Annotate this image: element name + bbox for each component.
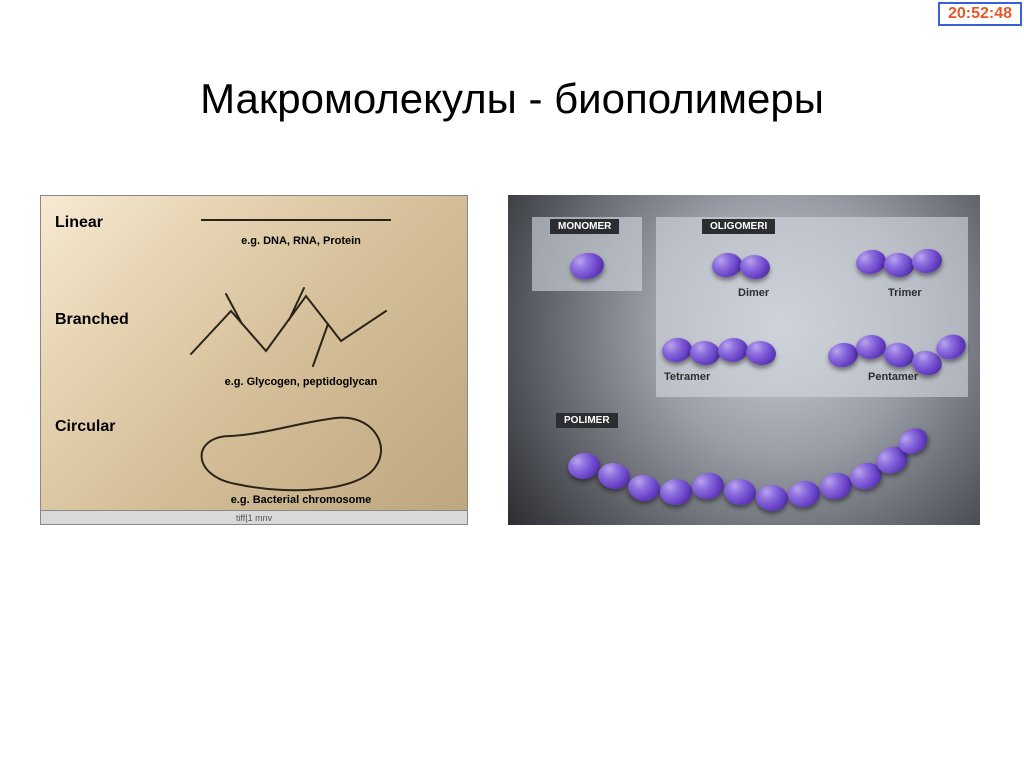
polymer-topology-panel: Linear e.g. DNA, RNA, Protein Branched e… bbox=[40, 195, 468, 525]
branched-path bbox=[191, 288, 386, 366]
molecule-bead bbox=[786, 479, 821, 509]
label-tetramer: Tetramer bbox=[664, 371, 710, 383]
badge-oligomer: OLIGOMERI bbox=[702, 219, 775, 234]
label-circular: Circular bbox=[55, 418, 115, 436]
left-panel-footer: tiff|1 mnv bbox=[41, 510, 467, 524]
panel-container: Linear e.g. DNA, RNA, Protein Branched e… bbox=[40, 195, 980, 525]
molecule-bead bbox=[596, 460, 632, 491]
example-linear: e.g. DNA, RNA, Protein bbox=[181, 235, 421, 247]
label-trimer: Trimer bbox=[888, 287, 922, 299]
molecule-bead bbox=[755, 484, 789, 512]
label-branched: Branched bbox=[55, 311, 129, 329]
molecule-bead bbox=[723, 477, 758, 506]
molecule-bead bbox=[659, 478, 693, 506]
circular-path bbox=[202, 418, 381, 491]
timestamp-text: 20:52:48 bbox=[948, 5, 1012, 22]
label-pentamer: Pentamer bbox=[868, 371, 918, 383]
molecule-bead bbox=[818, 470, 855, 502]
timestamp-badge: 20:52:48 bbox=[938, 2, 1022, 26]
badge-monomer: MONOMER bbox=[550, 219, 619, 234]
example-circular: e.g. Bacterial chromosome bbox=[181, 494, 421, 506]
label-linear: Linear bbox=[55, 214, 103, 232]
badge-polimer: POLIMER bbox=[556, 413, 618, 428]
molecule-bead bbox=[690, 470, 726, 501]
label-dimer: Dimer bbox=[738, 287, 769, 299]
monomer-polymer-panel: MONOMER OLIGOMERI POLIMER Dimer Trimer T… bbox=[508, 195, 980, 525]
slide-title: Макромолекулы - биополимеры bbox=[0, 75, 1024, 123]
molecule-bead bbox=[566, 451, 601, 481]
molecule-bead bbox=[626, 473, 661, 503]
example-branched: e.g. Glycogen, peptidoglycan bbox=[181, 376, 421, 388]
